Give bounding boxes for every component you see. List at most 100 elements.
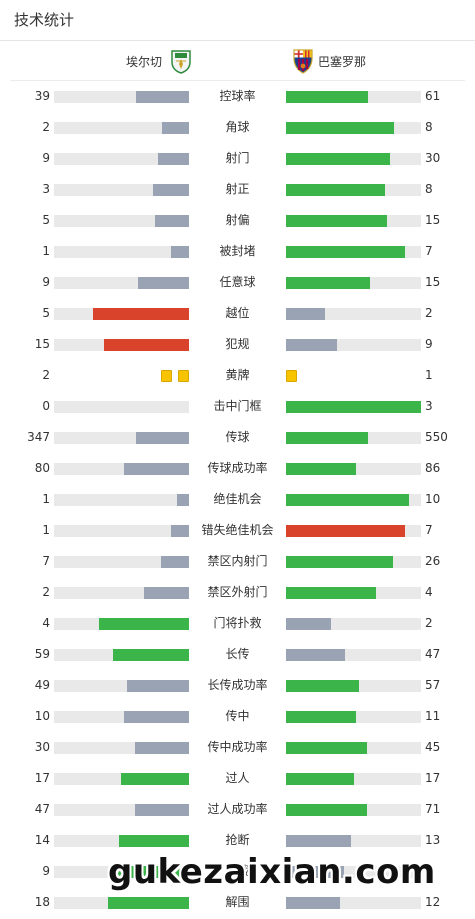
- away-stat-bar-fill: [286, 91, 368, 103]
- home-stat-value: 10: [34, 709, 50, 723]
- away-stat-value: 71: [425, 802, 441, 816]
- home-stat-value: 18: [34, 895, 50, 909]
- stat-label: 拦截: [225, 864, 250, 878]
- stat-row: 49 长传成功率 57: [0, 670, 475, 701]
- home-stat-value: 5: [42, 213, 50, 227]
- stat-label: 射偏: [225, 213, 250, 227]
- home-stat-value: 347: [27, 430, 50, 444]
- stat-label: 禁区外射门: [207, 585, 268, 599]
- home-stat-value: 9: [42, 275, 50, 289]
- away-stat-value: 4: [425, 585, 433, 599]
- home-stat-bar: [54, 432, 189, 444]
- away-stat-bar: [286, 246, 421, 258]
- away-stat-value: 12: [425, 895, 441, 909]
- home-stat-bar-fill: [144, 587, 189, 599]
- stat-label: 击中门框: [213, 399, 262, 413]
- home-stat-value: 5: [42, 306, 50, 320]
- away-team[interactable]: 巴塞罗那: [292, 48, 366, 74]
- home-team[interactable]: 埃尔切: [126, 48, 192, 74]
- away-stat-bar: [286, 742, 421, 754]
- away-stat-value: 8: [425, 182, 433, 196]
- home-stat-bar-fill: [119, 835, 189, 847]
- stat-row: 1 绝佳机会 10: [0, 484, 475, 515]
- away-stat-bar-fill: [286, 897, 340, 909]
- stat-label: 犯规: [225, 337, 250, 351]
- home-stat-bar: [54, 804, 189, 816]
- stat-row: 0 击中门框 3: [0, 391, 475, 422]
- stat-label: 越位: [225, 306, 250, 320]
- stat-row: 18 解围 12: [0, 887, 475, 918]
- stat-row: 9 射门 30: [0, 143, 475, 174]
- home-stat-bar: [54, 246, 189, 258]
- away-stat-value: 9: [425, 337, 433, 351]
- away-stat-bar-fill: [286, 773, 354, 785]
- away-stat-bar: [286, 463, 421, 475]
- away-stat-bar: [286, 432, 421, 444]
- away-stat-bar-fill: [286, 246, 405, 258]
- home-stat-bar-fill: [155, 215, 189, 227]
- stat-row: 39 控球率 61: [0, 81, 475, 112]
- stat-row: 7 禁区内射门 26: [0, 546, 475, 577]
- home-stat-value: 49: [34, 678, 50, 692]
- stat-label: 控球率: [219, 89, 256, 103]
- home-stat-value: 2: [42, 585, 50, 599]
- away-stat-bar-fill: [286, 618, 331, 630]
- stat-row: 15 犯规 9: [0, 329, 475, 360]
- away-stat-bar-fill: [286, 184, 385, 196]
- home-stat-value: 17: [34, 771, 50, 785]
- stat-label: 黄牌: [225, 368, 250, 382]
- away-stat-value: 7: [425, 523, 433, 537]
- home-stat-bar: [54, 556, 189, 568]
- home-yellow-cards: [161, 370, 189, 382]
- home-stat-value: 39: [34, 89, 50, 103]
- away-stat-value: 1: [425, 368, 433, 382]
- home-stat-value: 3: [42, 182, 50, 196]
- home-stat-bar-fill: [136, 432, 189, 444]
- away-stat-bar: [286, 866, 421, 878]
- away-stat-value: 11: [425, 709, 441, 723]
- away-stat-value: 550: [425, 430, 448, 444]
- away-stat-bar-fill: [286, 153, 390, 165]
- home-stat-bar: [54, 897, 189, 909]
- stat-row: 5 射偏 15: [0, 205, 475, 236]
- away-stat-value: 2: [425, 616, 433, 630]
- home-stat-bar: [54, 91, 189, 103]
- stat-label: 传球: [225, 430, 250, 444]
- stat-row: 2 角球 8: [0, 112, 475, 143]
- home-stat-value: 1: [42, 492, 50, 506]
- away-stat-bar-fill: [286, 339, 337, 351]
- away-stat-bar: [286, 835, 421, 847]
- stat-row: 3 射正 8: [0, 174, 475, 205]
- away-stat-bar: [286, 277, 421, 289]
- home-stat-bar-fill: [99, 618, 189, 630]
- elche-crest-icon: [171, 50, 191, 74]
- away-team-name: 巴塞罗那: [318, 54, 367, 69]
- title-divider: [0, 40, 475, 41]
- stat-row: 1 错失绝佳机会 7: [0, 515, 475, 546]
- home-stat-value: 2: [42, 368, 50, 382]
- home-stat-bar: [54, 277, 189, 289]
- home-stat-value: 4: [42, 616, 50, 630]
- home-stat-bar-fill: [93, 308, 189, 320]
- away-stat-value: 7: [425, 244, 433, 258]
- stat-label: 门将扑救: [213, 616, 262, 630]
- yellow-card-icon: [161, 370, 172, 382]
- away-stat-value: 61: [425, 89, 441, 103]
- away-stat-value: 57: [425, 678, 441, 692]
- away-stat-value: 15: [425, 275, 441, 289]
- stat-label: 解围: [225, 895, 250, 909]
- home-stat-bar-fill: [127, 680, 189, 692]
- stat-label: 射门: [225, 151, 250, 165]
- away-yellow-cards: [286, 370, 297, 382]
- yellow-card-icon: [286, 370, 297, 382]
- home-stat-value: 1: [42, 523, 50, 537]
- away-stat-bar-fill: [286, 711, 356, 723]
- home-stat-bar-fill: [124, 711, 189, 723]
- watermark: gukezaixian.com: [108, 852, 436, 892]
- away-stat-bar: [286, 649, 421, 661]
- stat-label: 角球: [225, 120, 250, 134]
- home-stat-value: 9: [42, 864, 50, 878]
- away-stat-bar-fill: [286, 866, 344, 878]
- away-stat-bar-fill: [286, 215, 387, 227]
- yellow-card-icon: [178, 370, 189, 382]
